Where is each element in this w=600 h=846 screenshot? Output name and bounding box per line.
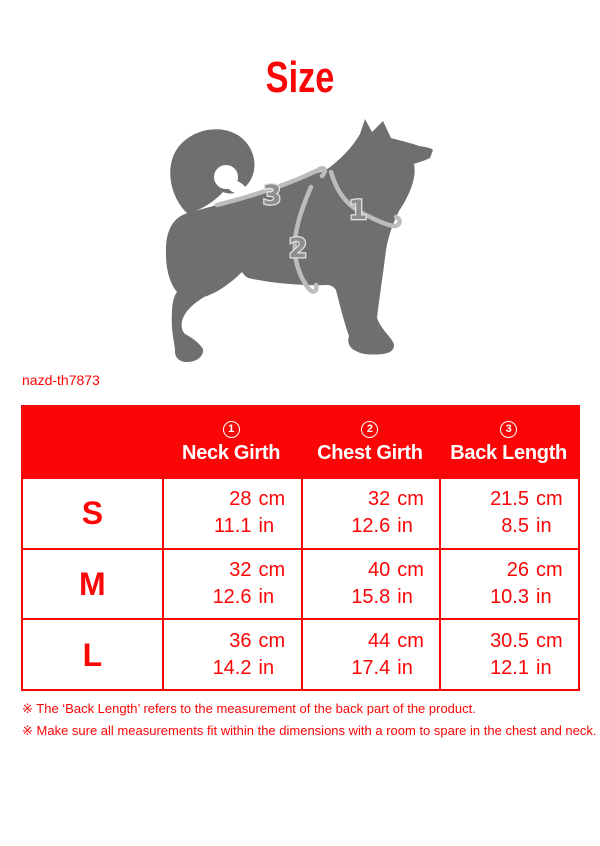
diagram-number-3: 3: [263, 180, 282, 211]
table-row-l: L 36 cm 14.2 in 44 cm 17.4 in 30.5 cm 12.1 in: [23, 618, 578, 689]
dog-silhouette: [165, 119, 433, 362]
header-cell-back-length: 3 Back Length: [439, 407, 578, 477]
unit-cm: cm: [536, 488, 563, 511]
measurement-cell: 26 cm 10.3 in: [439, 547, 578, 619]
value-cm: 44: [368, 629, 391, 652]
column-label: Neck Girth: [182, 442, 281, 464]
header-cell-empty: [23, 407, 162, 477]
circled-number-2-icon: 2: [361, 421, 379, 438]
value-in: 12.6: [212, 585, 252, 608]
measurement-cell: 44 cm 17.4 in: [300, 618, 440, 689]
measurement-cell: 28 cm 11.1 in: [161, 477, 301, 548]
page-title: Size: [265, 53, 335, 102]
strap-chest-girth: [292, 184, 319, 294]
value-in: 12.1: [490, 656, 529, 679]
unit-cm: cm: [258, 629, 286, 652]
size-table: 1 Neck Girth 2 Chest Girth 3 Back Length…: [21, 405, 580, 691]
unit-cm: cm: [258, 558, 286, 581]
header-cell-chest-girth: 2 Chest Girth: [301, 407, 440, 477]
dog-harness-diagram: 3 1 2: [165, 119, 433, 362]
circled-number-3-icon: 3: [500, 421, 518, 438]
footnote-back-length: ※ The ‘Back Length’ refers to the measur…: [22, 701, 476, 716]
product-code: nazd-th7873: [22, 372, 100, 388]
header-cell-neck-girth: 1 Neck Girth: [162, 407, 301, 477]
size-label: M: [79, 565, 106, 602]
unit-in: in: [258, 656, 275, 679]
unit-in: in: [397, 515, 413, 538]
value-in: 11.1: [214, 515, 252, 538]
unit-cm: cm: [397, 629, 424, 652]
value-in: 14.2: [212, 656, 252, 679]
value-cm: 32: [368, 488, 391, 511]
size-label: L: [82, 636, 103, 673]
unit-in: in: [258, 585, 275, 608]
column-label: Back Length: [450, 442, 567, 464]
size-table-header: 1 Neck Girth 2 Chest Girth 3 Back Length: [23, 407, 578, 477]
measurement-cell: 32 cm 12.6 in: [161, 547, 301, 619]
column-label: Chest Girth: [317, 442, 423, 464]
unit-in: in: [536, 656, 552, 679]
unit-cm: cm: [397, 488, 424, 511]
unit-cm: cm: [536, 558, 563, 581]
value-cm: 21.5: [490, 488, 529, 511]
tail-curl-channel: [225, 179, 247, 195]
size-label-cell: L: [23, 618, 162, 689]
measurement-cell: 36 cm 14.2 in: [161, 618, 301, 689]
unit-cm: cm: [397, 558, 424, 581]
circled-number-1-icon: 1: [222, 421, 240, 438]
diagram-number-1: 1: [349, 195, 368, 226]
unit-in: in: [258, 515, 275, 538]
value-cm: 32: [229, 558, 252, 581]
table-row-s: S 28 cm 11.1 in 32 cm 12.6 in 21.5 cm 8.5 in: [23, 477, 578, 548]
dog-tail: [170, 129, 255, 214]
value-in: 12.6: [351, 515, 391, 538]
unit-cm: cm: [258, 488, 286, 511]
value-in: 10.3: [490, 585, 529, 608]
value-in: 17.4: [351, 656, 391, 679]
strap-neck-girth: [328, 169, 402, 229]
footnotes: ※ The ‘Back Length’ refers to the measur…: [22, 698, 597, 742]
page-title-wrap: Size: [0, 56, 600, 100]
unit-cm: cm: [536, 629, 563, 652]
size-label-cell: S: [23, 477, 162, 548]
diagram-number-2: 2: [289, 233, 308, 264]
value-in: 15.8: [351, 585, 391, 608]
value-cm: 40: [368, 558, 391, 581]
footnote-fit: ※ Make sure all measurements fit within …: [22, 723, 597, 738]
value-cm: 26: [506, 558, 529, 581]
measurement-cell: 32 cm 12.6 in: [300, 477, 440, 548]
value-cm: 36: [229, 629, 252, 652]
size-label: S: [81, 495, 104, 532]
unit-in: in: [397, 656, 413, 679]
strap-back-length: [214, 165, 327, 208]
measurement-cell: 30.5 cm 12.1 in: [439, 618, 578, 689]
table-row-m: M 32 cm 12.6 in 40 cm 15.8 in 26 cm 10.3 in: [23, 547, 578, 619]
unit-in: in: [536, 585, 552, 608]
measurement-cell: 21.5 cm 8.5 in: [439, 477, 578, 548]
value-cm: 28: [229, 488, 252, 511]
measurement-cell: 40 cm 15.8 in: [300, 547, 440, 619]
unit-in: in: [397, 585, 413, 608]
value-in: 8.5: [501, 515, 529, 538]
value-cm: 30.5: [490, 629, 529, 652]
unit-in: in: [536, 515, 552, 538]
size-label-cell: M: [23, 547, 162, 619]
